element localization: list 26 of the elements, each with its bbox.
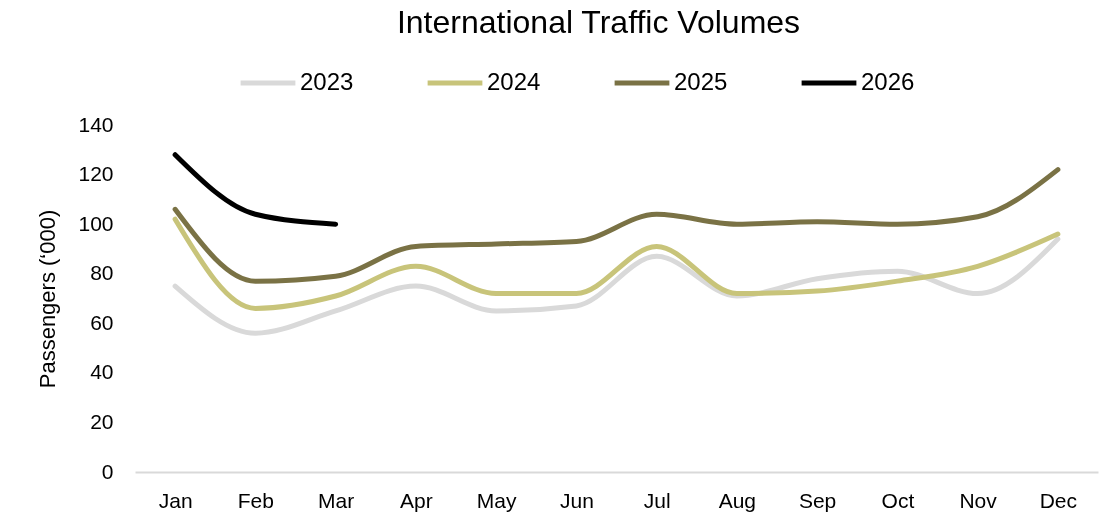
x-tick-label: Jan bbox=[158, 488, 193, 512]
y-tick-label: 100 bbox=[78, 211, 114, 235]
x-tick-label: Mar bbox=[318, 488, 355, 512]
x-tick-label: May bbox=[476, 488, 517, 512]
x-tick-label: Nov bbox=[959, 488, 998, 512]
x-tick-label: Aug bbox=[718, 488, 757, 512]
x-tick-label: Oct bbox=[881, 488, 915, 512]
legend-label: 2025 bbox=[674, 68, 728, 95]
chart-title: International Traffic Volumes bbox=[396, 4, 801, 40]
y-tick-label: 40 bbox=[90, 360, 114, 384]
legend-label: 2024 bbox=[487, 68, 541, 95]
y-tick-label: 80 bbox=[90, 261, 114, 285]
legend-label: 2023 bbox=[300, 68, 354, 95]
y-tick-label: 0 bbox=[101, 459, 114, 483]
y-tick-label: 140 bbox=[78, 112, 114, 136]
x-tick-label: Sep bbox=[798, 488, 837, 512]
x-tick-label: Jul bbox=[643, 488, 671, 512]
x-tick-label: Apr bbox=[400, 488, 433, 512]
x-tick-label: Jun bbox=[559, 488, 594, 512]
y-tick-label: 120 bbox=[78, 162, 114, 186]
y-tick-label: 60 bbox=[90, 310, 114, 334]
y-tick-label: 20 bbox=[90, 409, 114, 433]
x-tick-label: Dec bbox=[1039, 488, 1078, 512]
y-axis-title: Passengers (‘000) bbox=[35, 209, 61, 389]
legend-label: 2026 bbox=[861, 68, 915, 95]
x-tick-label: Feb bbox=[237, 488, 274, 512]
